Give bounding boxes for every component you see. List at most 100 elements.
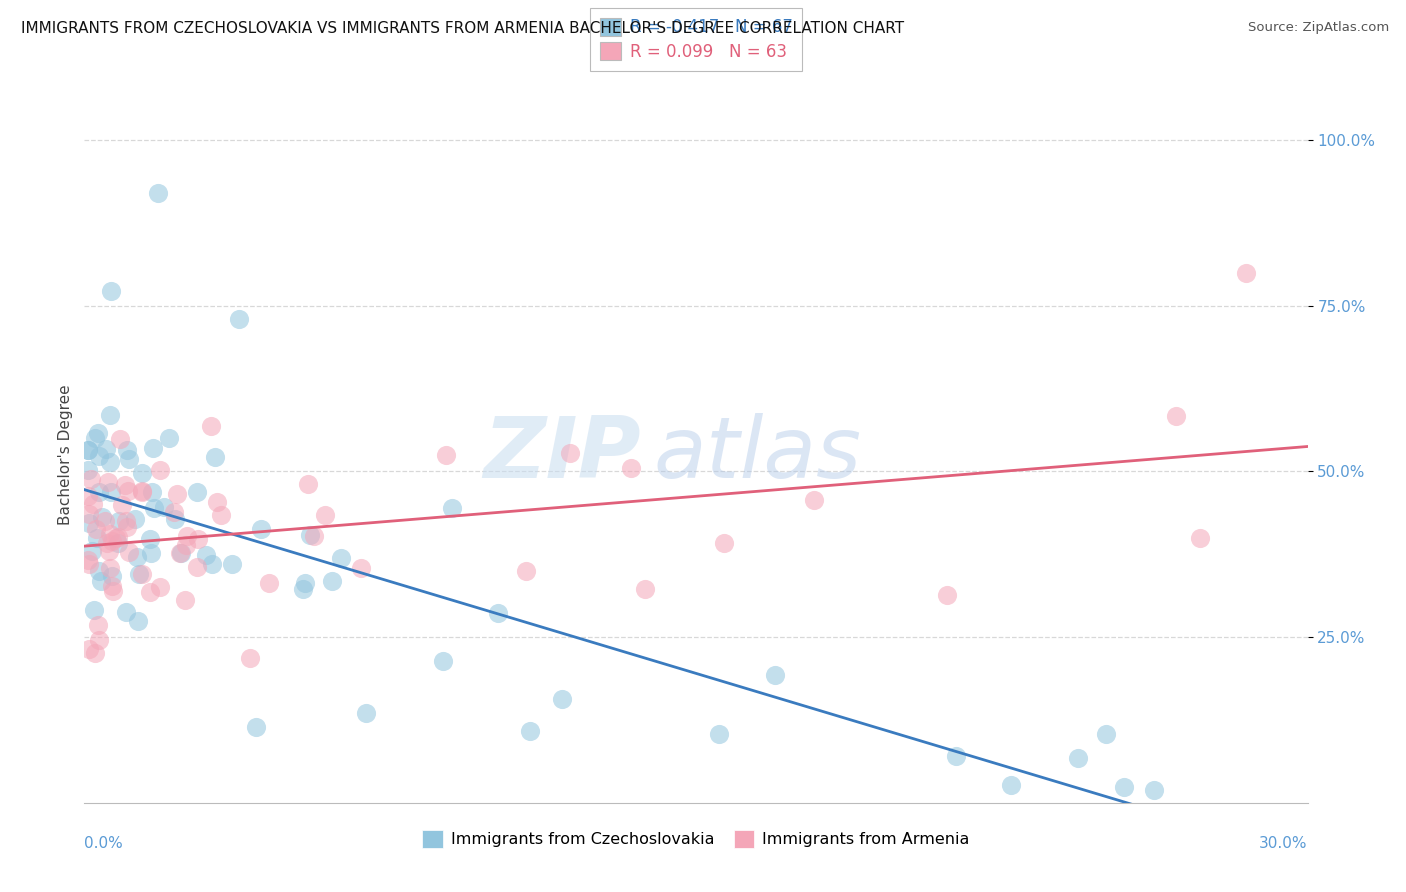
- Point: [713, 535, 735, 549]
- Point: [115, 606, 138, 620]
- Point: [519, 723, 541, 738]
- Point: [77, 443, 100, 458]
- Point: [249, 523, 271, 537]
- Point: [142, 442, 165, 456]
- Point: [142, 501, 165, 516]
- Point: [441, 500, 464, 515]
- Point: [1112, 780, 1135, 794]
- Point: [87, 426, 110, 441]
- Point: [115, 514, 138, 528]
- Point: [79, 507, 101, 521]
- Point: [100, 569, 122, 583]
- Point: [100, 533, 122, 548]
- Y-axis label: Bachelor's Degree: Bachelor's Degree: [58, 384, 73, 525]
- Point: [77, 553, 100, 567]
- Point: [82, 497, 104, 511]
- Point: [1164, 409, 1187, 424]
- Point: [228, 312, 250, 326]
- Point: [127, 614, 149, 628]
- Point: [486, 606, 509, 620]
- Point: [77, 641, 100, 656]
- Point: [77, 557, 100, 571]
- Point: [96, 536, 118, 550]
- Point: [90, 510, 112, 524]
- Point: [163, 505, 186, 519]
- Point: [176, 529, 198, 543]
- Point: [77, 442, 100, 457]
- Point: [80, 472, 103, 486]
- Point: [434, 448, 457, 462]
- Point: [763, 668, 786, 682]
- Point: [551, 692, 574, 706]
- Point: [108, 432, 131, 446]
- Point: [201, 558, 224, 572]
- Point: [98, 409, 121, 423]
- Point: [1094, 726, 1116, 740]
- Point: [707, 726, 730, 740]
- Point: [80, 544, 103, 558]
- Point: [803, 492, 825, 507]
- Text: IMMIGRANTS FROM CZECHOSLOVAKIA VS IMMIGRANTS FROM ARMENIA BACHELOR'S DEGREE CORR: IMMIGRANTS FROM CZECHOSLOVAKIA VS IMMIGR…: [21, 21, 904, 36]
- Text: 30.0%: 30.0%: [1260, 836, 1308, 851]
- Point: [291, 582, 314, 596]
- Point: [239, 650, 262, 665]
- Point: [1143, 782, 1166, 797]
- Point: [1000, 778, 1022, 792]
- Point: [620, 461, 643, 475]
- Point: [354, 706, 377, 720]
- Point: [114, 477, 136, 491]
- Point: [149, 580, 172, 594]
- Point: [77, 490, 100, 504]
- Point: [163, 512, 186, 526]
- Point: [105, 532, 128, 546]
- Point: [200, 418, 222, 433]
- Point: [89, 450, 111, 464]
- Point: [87, 564, 110, 578]
- Point: [93, 514, 115, 528]
- Point: [157, 431, 180, 445]
- Point: [221, 558, 243, 572]
- Point: [294, 575, 316, 590]
- Point: [96, 442, 118, 456]
- Point: [1189, 531, 1212, 545]
- Point: [194, 549, 217, 563]
- Point: [936, 588, 959, 602]
- Point: [117, 519, 139, 533]
- Point: [98, 561, 121, 575]
- Point: [84, 431, 107, 445]
- Point: [127, 549, 149, 564]
- Point: [131, 484, 153, 499]
- Point: [117, 545, 139, 559]
- Point: [84, 646, 107, 660]
- Point: [298, 527, 321, 541]
- Point: [87, 617, 110, 632]
- Point: [257, 575, 280, 590]
- Point: [186, 560, 208, 574]
- Point: [149, 463, 172, 477]
- Point: [79, 516, 101, 530]
- Point: [1067, 751, 1090, 765]
- Point: [170, 546, 193, 560]
- Point: [633, 582, 655, 596]
- Text: ZIP: ZIP: [484, 413, 641, 497]
- Point: [128, 566, 150, 581]
- Point: [945, 749, 967, 764]
- Point: [86, 522, 108, 536]
- Point: [89, 485, 111, 500]
- Point: [87, 632, 110, 647]
- Point: [174, 592, 197, 607]
- Text: atlas: atlas: [654, 413, 860, 497]
- Point: [146, 186, 169, 201]
- Point: [166, 487, 188, 501]
- Point: [98, 527, 121, 541]
- Legend: Immigrants from Czechoslovakia, Immigrants from Armenia: Immigrants from Czechoslovakia, Immigran…: [416, 824, 976, 854]
- Point: [77, 463, 100, 477]
- Point: [515, 564, 537, 578]
- Point: [107, 514, 129, 528]
- Point: [207, 494, 229, 508]
- Point: [131, 483, 153, 498]
- Point: [83, 603, 105, 617]
- Point: [304, 529, 326, 543]
- Point: [117, 484, 139, 499]
- Point: [187, 532, 209, 546]
